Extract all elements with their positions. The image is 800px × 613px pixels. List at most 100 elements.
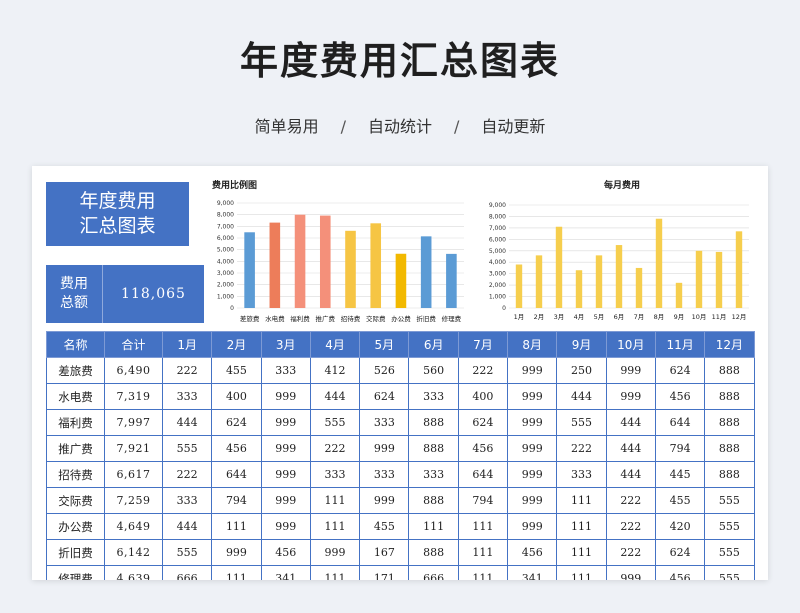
month-value-cell: 111: [211, 513, 262, 540]
table-row: 福利费 7,997 444 624 999 555 333 888 624 999 555 444 64…: [46, 409, 755, 436]
monthly-y-tick: 7,000: [489, 225, 506, 232]
monthly-category-label: 12月: [732, 313, 747, 321]
column-header: 7月: [457, 331, 509, 358]
month-value-cell: 526: [359, 357, 410, 384]
ratio-y-tick: 7,000: [217, 223, 234, 230]
charts-canvas: 费用比例图 0 1,000 2,000 3,000 4,000 5,000 6,000 7,00…: [212, 179, 749, 323]
month-value-cell: 666: [408, 565, 459, 580]
monthly-bar: [575, 270, 583, 308]
row-name-cell: 差旅费: [46, 357, 105, 384]
month-value-cell: 111: [457, 539, 509, 566]
month-value-cell: 555: [161, 539, 213, 566]
monthly-category-label: 1月: [514, 313, 525, 321]
month-value-cell: 624: [211, 409, 262, 436]
ratio-category-label: 办公费: [391, 314, 411, 323]
month-value-cell: 999: [507, 435, 558, 462]
monthly-category-label: 2月: [534, 313, 545, 321]
month-value-cell: 555: [704, 565, 755, 580]
month-value-cell: 333: [161, 487, 213, 514]
month-value-cell: 111: [309, 513, 361, 540]
month-value-cell: 412: [309, 357, 361, 384]
month-value-cell: 999: [309, 539, 361, 566]
month-value-cell: 555: [704, 513, 755, 540]
month-value-cell: 999: [507, 513, 558, 540]
month-value-cell: 455: [359, 513, 410, 540]
total-label-line2: 总额: [60, 295, 88, 311]
page-title: 年度费用汇总图表: [239, 39, 560, 83]
month-value-cell: 644: [211, 461, 262, 488]
month-value-cell: 444: [605, 409, 656, 436]
month-value-cell: 250: [556, 357, 607, 384]
month-value-cell: 624: [654, 357, 706, 384]
ratio-chart-title: 费用比例图: [212, 179, 257, 191]
row-total-cell: 7,259: [104, 487, 163, 514]
ratio-y-tick: 0: [230, 305, 234, 312]
month-value-cell: 555: [704, 487, 755, 514]
monthly-bar: [695, 250, 703, 308]
separator: /: [454, 117, 460, 136]
month-value-cell: 333: [260, 357, 311, 384]
ratio-bar: [319, 215, 331, 308]
panel-title: 年度费用 汇总图表: [46, 182, 189, 246]
ratio-bar: [345, 230, 356, 308]
monthly-y-tick: 6,000: [489, 236, 506, 243]
month-value-cell: 999: [507, 461, 558, 488]
month-value-cell: 624: [654, 539, 706, 566]
row-total-cell: 4,649: [104, 513, 163, 540]
month-value-cell: 222: [605, 487, 656, 514]
month-value-cell: 167: [359, 539, 410, 566]
row-name-cell: 水电费: [46, 383, 105, 410]
table-row: 推广费 7,921 555 456 999 222 999 888 456 999 222 444 79…: [46, 435, 755, 462]
month-value-cell: 644: [457, 461, 509, 488]
month-value-cell: 999: [260, 435, 311, 462]
expense-table: 名称 合计 1月 2月 3月 4月 5月 6月 7月 8月 9月 10月 11月 12月 差旅费 6,490…: [46, 331, 755, 580]
monthly-chart-title: 每月费用: [604, 179, 640, 191]
column-header: 12月: [704, 331, 755, 358]
month-value-cell: 400: [457, 383, 509, 410]
ratio-y-tick: 2,000: [217, 282, 234, 289]
month-value-cell: 400: [211, 383, 262, 410]
month-value-cell: 555: [704, 539, 755, 566]
month-value-cell: 444: [605, 461, 656, 488]
month-value-cell: 456: [507, 539, 558, 566]
monthly-category-label: 10月: [692, 313, 707, 321]
month-value-cell: 456: [260, 539, 311, 566]
column-header: 4月: [309, 331, 361, 358]
month-value-cell: 341: [507, 565, 558, 580]
row-name-cell: 招待费: [46, 461, 105, 488]
month-value-cell: 222: [556, 435, 607, 462]
row-total-cell: 7,319: [104, 383, 163, 410]
monthly-bar: [675, 282, 683, 308]
column-header: 10月: [605, 331, 656, 358]
column-header: 合计: [104, 331, 163, 358]
month-value-cell: 222: [161, 461, 213, 488]
month-value-cell: 111: [408, 513, 459, 540]
month-value-cell: 111: [211, 565, 262, 580]
month-value-cell: 888: [408, 539, 459, 566]
table-row: 折旧费 6,142 555 999 456 999 167 888 111 456 111 222 62…: [46, 539, 755, 566]
month-value-cell: 333: [359, 409, 410, 436]
month-value-cell: 644: [654, 409, 706, 436]
month-value-cell: 420: [654, 513, 706, 540]
ratio-category-label: 招待费: [341, 314, 361, 323]
month-value-cell: 111: [556, 539, 607, 566]
month-value-cell: 171: [359, 565, 410, 580]
column-header: 名称: [46, 331, 105, 358]
ratio-bar: [294, 214, 306, 308]
month-value-cell: 888: [408, 435, 459, 462]
separator: /: [340, 117, 346, 136]
monthly-category-label: 6月: [614, 313, 625, 321]
monthly-bar: [555, 226, 563, 308]
month-value-cell: 999: [260, 487, 311, 514]
month-value-cell: 222: [457, 357, 509, 384]
row-total-cell: 7,997: [104, 409, 163, 436]
month-value-cell: 333: [359, 461, 410, 488]
total-label-line1: 费用: [60, 276, 88, 292]
column-header: 5月: [359, 331, 410, 358]
monthly-category-label: 7月: [634, 313, 645, 321]
month-value-cell: 111: [457, 513, 509, 540]
month-value-cell: 888: [704, 357, 755, 384]
month-value-cell: 555: [556, 409, 607, 436]
month-value-cell: 222: [605, 539, 656, 566]
ratio-bar: [420, 236, 432, 308]
